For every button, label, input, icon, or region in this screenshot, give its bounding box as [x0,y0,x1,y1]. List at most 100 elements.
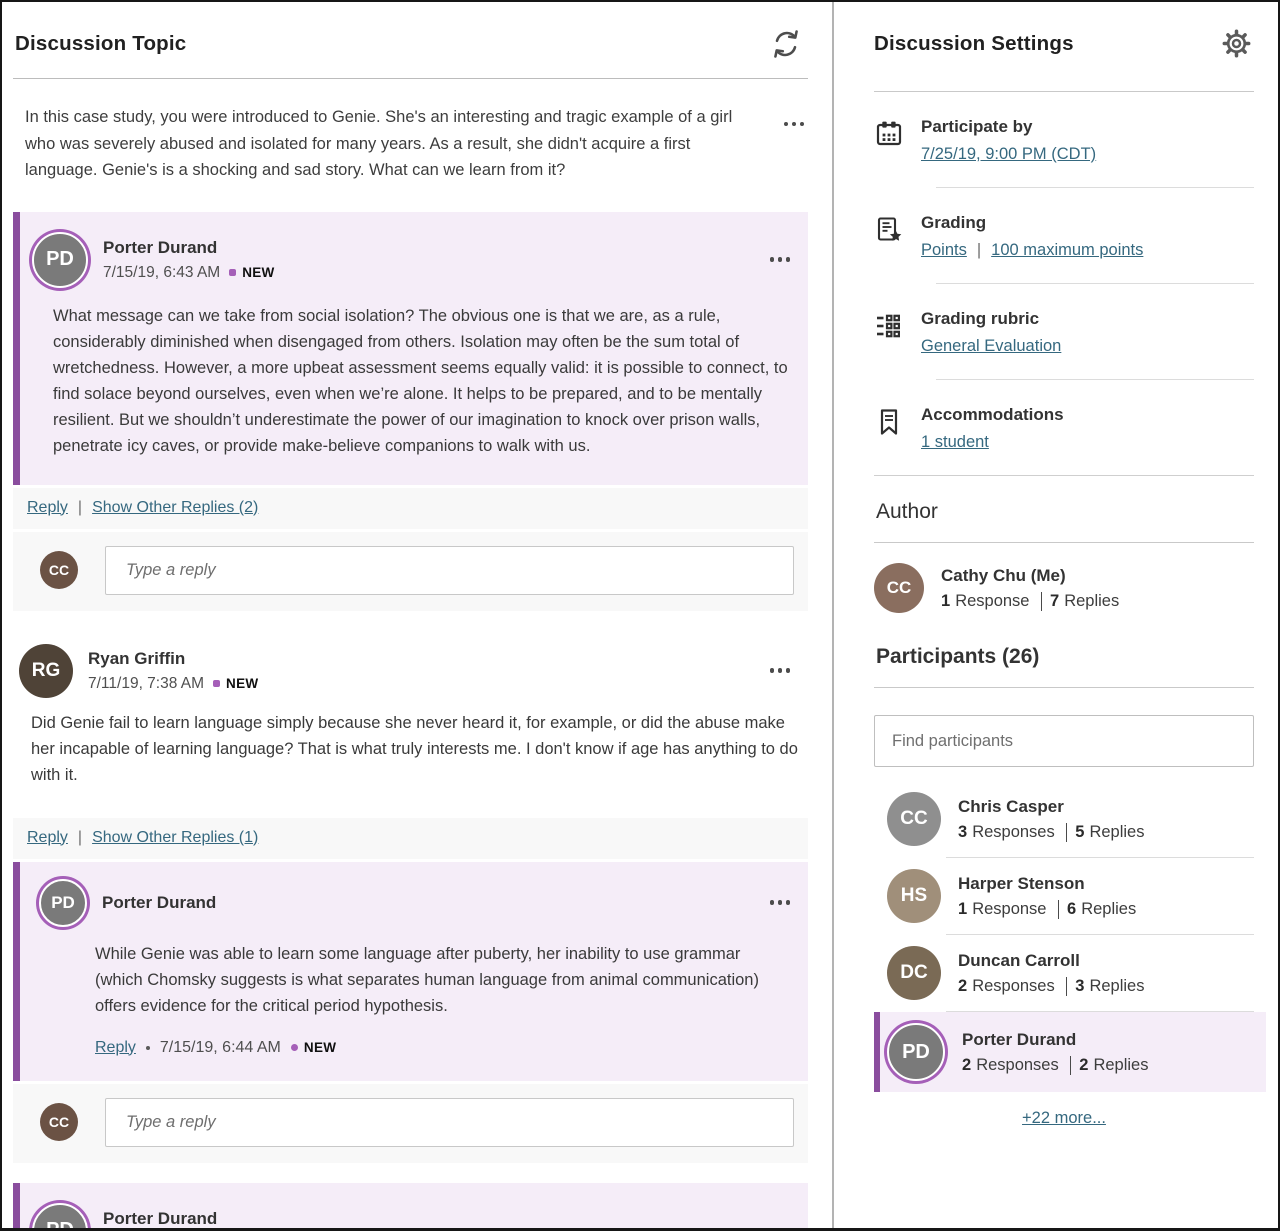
stats-separator [1069,1055,1072,1075]
avatar: CC [874,563,924,613]
participant-row-porter-durand[interactable]: PD Porter Durand 2 Responses 2 Replies [874,1012,1266,1092]
new-dot-icon [290,1044,298,1051]
post-actions-strip: Reply | Show Other Replies (1) [13,817,808,859]
settings-title: Discussion Settings [874,31,1074,55]
participant-row-chris-casper[interactable]: CC Chris Casper 3 Responses 5 Replies [874,781,1254,857]
divider [874,475,1254,476]
new-badge: NEW [213,676,258,691]
panel-divider [832,2,834,1228]
new-dot-icon [213,680,221,687]
post-body: Did Genie fail to learn language simply … [31,713,798,784]
participant-name: Porter Durand [962,1029,1077,1049]
page-title: Discussion Topic [15,32,187,55]
reply-link[interactable]: Reply [27,828,68,846]
participate-by-link[interactable]: 7/25/19, 9:00 PM (CDT) [921,145,1097,163]
setting-participate-by: Participate by 7/25/19, 9:00 PM (CDT) [874,92,1254,164]
topic-header: Discussion Topic [13,12,808,79]
refresh-button[interactable] [766,24,806,64]
post-header: PD Porter Durand 7/10/19, 11:01 AM NEW [32,1202,795,1229]
avatar: CC [40,551,78,589]
post-ryan-griffin: RG Ryan Griffin 7/11/19, 7:38 AM NEW Did… [13,629,808,792]
post-header: PD Porter Durand [39,878,795,927]
new-dot-icon [229,269,237,276]
reply-input[interactable] [105,1097,794,1147]
post-options-button[interactable] [766,661,795,681]
divider [946,934,1254,935]
post-author: Porter Durand [103,1208,218,1228]
post-timestamp: 7/15/19, 6:44 AM [159,1038,281,1056]
avatar: PD [32,231,88,288]
author-row: CC Cathy Chu (Me) 1 Response 7 Replies [874,543,1254,633]
author-name: Cathy Chu (Me) [941,565,1066,585]
settings-gear-button[interactable] [1219,26,1254,61]
participants-heading: Participants (26) [876,645,1040,668]
avatar: PD [39,878,87,927]
participant-name: Harper Stenson [958,873,1085,893]
refresh-icon [768,26,804,62]
maximum-points-link[interactable]: 100 maximum points [991,241,1144,259]
post-actions-strip: Reply | Show Other Replies (2) [13,487,808,529]
settings-header: Discussion Settings [874,12,1254,91]
find-participants-input[interactable] [874,715,1254,767]
bullet-icon [145,1045,150,1050]
setting-label: Accommodations [921,405,1064,424]
post-author: Ryan Griffin [88,648,186,668]
reply-composer: CC [13,1083,808,1163]
rubric-grid-icon [874,311,904,343]
divider [874,542,1254,543]
stats-separator [1040,591,1042,611]
rubric-link[interactable]: General Evaluation [921,337,1062,355]
stats-separator [1065,976,1068,996]
show-other-replies-link[interactable]: Show Other Replies (1) [92,828,259,846]
discussion-topic-panel: Discussion Topic In this case study, you… [2,2,832,1228]
author-stats: 1 Response 7 Replies [941,591,1120,611]
post-options-button[interactable] [766,1221,795,1229]
discussion-prompt-text: In this case study, you were introduced … [25,108,733,179]
post-body: While Genie was able to learn some langu… [95,944,759,1015]
post-body: What message can we take from social iso… [53,306,788,455]
discussion-prompt: In this case study, you were introduced … [13,79,808,212]
setting-label: Grading rubric [921,309,1040,328]
prompt-options-button[interactable] [780,114,809,134]
avatar: CC [887,792,941,846]
avatar: RG [19,643,73,698]
divider [946,1011,1254,1012]
grading-document-icon [874,215,904,247]
setting-grading-rubric: Grading rubric General Evaluation [874,284,1254,356]
post-author: Porter Durand [103,237,218,257]
author-heading: Author [876,500,938,523]
post-header: PD Porter Durand 7/15/19, 6:43 AM NEW [32,231,795,288]
participant-stats: 3 Responses 5 Replies [958,822,1145,842]
avatar: HS [887,869,941,923]
avatar: DC [887,946,941,1000]
participant-row-harper-stenson[interactable]: HS Harper Stenson 1 Response 6 Replies [874,858,1254,934]
avatar: CC [40,1103,78,1141]
participant-row-duncan-carroll[interactable]: DC Duncan Carroll 2 Responses 3 Replies [874,935,1254,1011]
participant-name: Chris Casper [958,796,1064,816]
divider [936,187,1254,188]
post-porter-durand-1: PD Porter Durand 7/15/19, 6:43 AM NEW Wh… [13,211,808,485]
post-options-button[interactable] [766,893,795,913]
stats-separator [1065,822,1068,842]
show-other-replies-link[interactable]: Show Other Replies (2) [92,498,259,516]
avatar: PD [887,1023,945,1081]
reply-link[interactable]: Reply [27,498,68,516]
reply-composer: CC [13,531,808,611]
post-options-button[interactable] [766,250,795,270]
setting-accommodations: Accommodations 1 student [874,380,1254,452]
grading-points-link[interactable]: Points [921,241,967,259]
post-author: Porter Durand [102,892,217,912]
divider [874,91,1254,92]
post-porter-durand-reply: PD Porter Durand While Genie was able to… [13,861,808,1081]
reply-input[interactable] [105,545,794,595]
show-more-participants-link[interactable]: +22 more... [1022,1109,1106,1127]
calendar-icon [874,119,904,151]
accommodations-link[interactable]: 1 student [921,433,989,451]
reply-link[interactable]: Reply [95,1038,136,1056]
new-badge: NEW [229,265,274,280]
bookmark-icon [874,407,904,439]
post-porter-durand-2: PD Porter Durand 7/10/19, 11:01 AM NEW I… [13,1182,808,1229]
post-timestamp: 7/11/19, 7:38 AM [88,674,205,692]
reply-footer: Reply 7/15/19, 6:44 AM NEW [95,1039,794,1057]
